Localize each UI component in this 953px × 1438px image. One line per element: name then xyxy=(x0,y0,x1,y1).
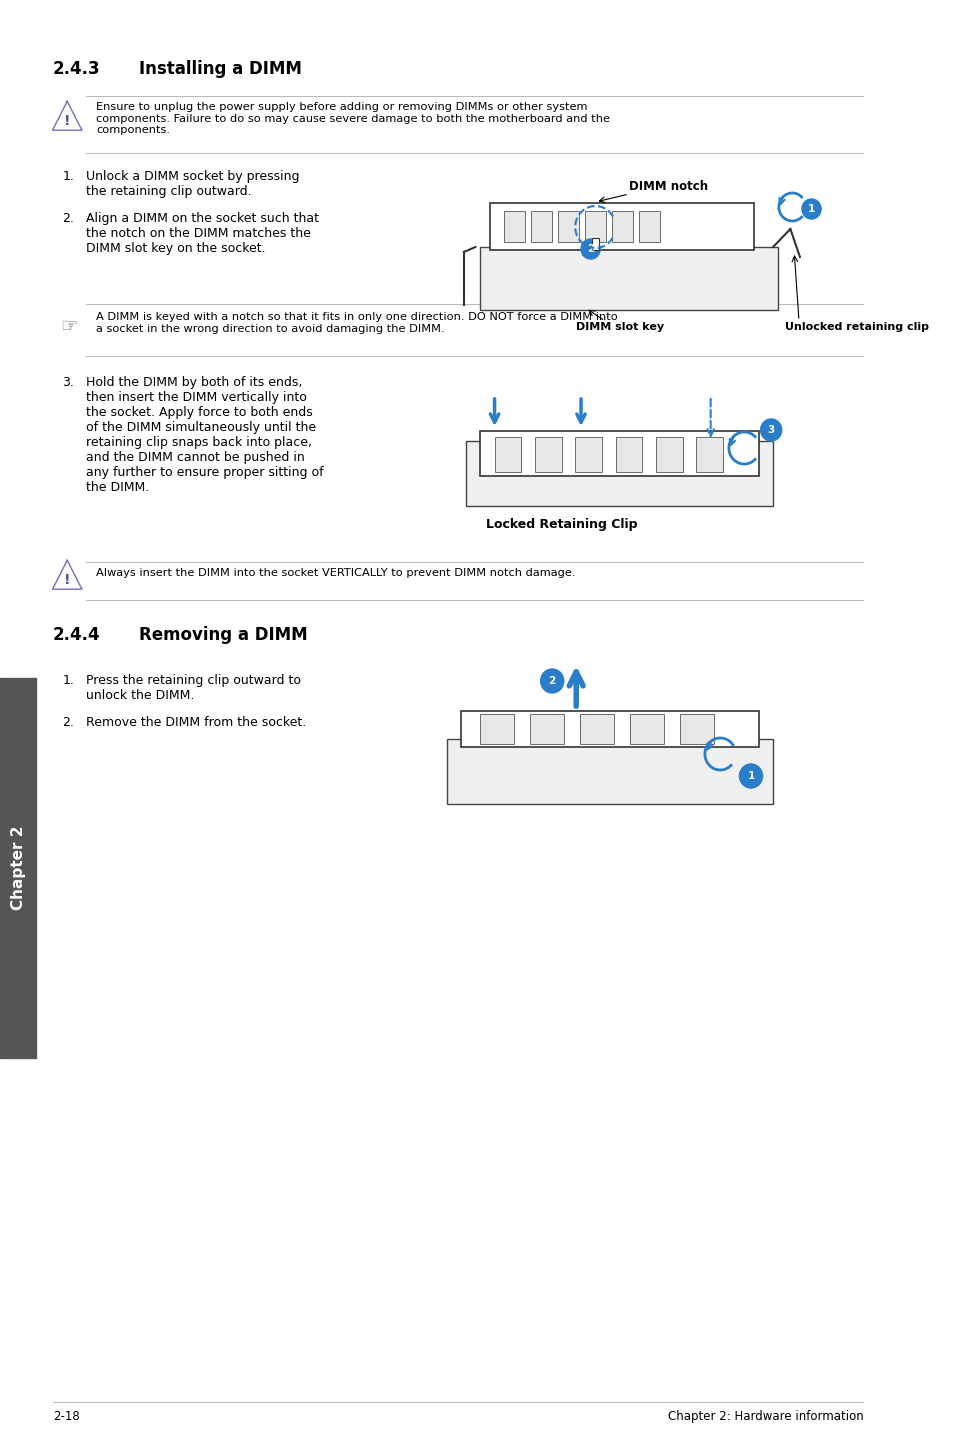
Text: Remove the DIMM from the socket.: Remove the DIMM from the socket. xyxy=(87,716,306,729)
Text: Align a DIMM on the socket such that
the notch on the DIMM matches the
DIMM slot: Align a DIMM on the socket such that the… xyxy=(87,211,319,255)
Circle shape xyxy=(739,764,761,788)
Bar xyxy=(479,715,514,743)
Text: 2.4.3: 2.4.3 xyxy=(52,60,100,78)
Text: !: ! xyxy=(64,114,71,128)
Text: 2.: 2. xyxy=(62,211,74,224)
Bar xyxy=(656,437,682,472)
Text: Locked Retaining Clip: Locked Retaining Clip xyxy=(485,518,637,531)
Text: DIMM slot key: DIMM slot key xyxy=(576,322,663,332)
Text: 2.: 2. xyxy=(62,716,74,729)
Text: 1: 1 xyxy=(746,771,754,781)
Text: 2.4.4: 2.4.4 xyxy=(52,626,100,644)
Text: Chapter 2: Hardware information: Chapter 2: Hardware information xyxy=(667,1411,862,1424)
Text: Removing a DIMM: Removing a DIMM xyxy=(139,626,308,644)
Text: Ensure to unplug the power supply before adding or removing DIMMs or other syste: Ensure to unplug the power supply before… xyxy=(96,102,609,135)
Bar xyxy=(446,739,772,804)
Text: Chapter 2: Chapter 2 xyxy=(10,825,26,910)
Bar xyxy=(465,441,772,506)
Bar xyxy=(494,437,521,472)
Bar xyxy=(581,247,589,255)
Text: DIMM notch: DIMM notch xyxy=(628,180,707,193)
Bar xyxy=(584,211,605,242)
Circle shape xyxy=(801,198,821,219)
Circle shape xyxy=(540,669,563,693)
Bar xyxy=(531,211,552,242)
Circle shape xyxy=(760,418,781,441)
Text: Unlock a DIMM socket by pressing
the retaining clip outward.: Unlock a DIMM socket by pressing the ret… xyxy=(87,170,299,198)
Bar xyxy=(489,203,753,250)
Circle shape xyxy=(580,239,599,259)
Text: Hold the DIMM by both of its ends,
then insert the DIMM vertically into
the sock: Hold the DIMM by both of its ends, then … xyxy=(87,375,324,495)
Bar xyxy=(535,437,561,472)
Bar xyxy=(575,437,601,472)
Polygon shape xyxy=(52,561,82,590)
Bar xyxy=(611,211,632,242)
Bar xyxy=(638,211,659,242)
Text: 2: 2 xyxy=(548,676,556,686)
Text: 2-18: 2-18 xyxy=(52,1411,79,1424)
Text: 3.: 3. xyxy=(62,375,74,390)
Bar xyxy=(558,211,578,242)
Bar xyxy=(696,437,722,472)
Bar xyxy=(591,239,598,250)
Bar xyxy=(615,437,641,472)
Text: 2: 2 xyxy=(586,244,594,255)
Bar xyxy=(479,247,777,311)
Text: Press the retaining clip outward to
unlock the DIMM.: Press the retaining clip outward to unlo… xyxy=(87,674,301,702)
Text: ☞: ☞ xyxy=(60,316,78,335)
Bar xyxy=(0,677,36,1058)
Text: !: ! xyxy=(64,572,71,587)
Polygon shape xyxy=(52,101,82,131)
Text: Unlocked retaining clip: Unlocked retaining clip xyxy=(783,322,927,332)
Bar xyxy=(629,715,663,743)
Bar xyxy=(530,715,563,743)
Bar xyxy=(460,710,758,746)
Bar xyxy=(579,715,613,743)
Bar xyxy=(503,211,525,242)
Text: Always insert the DIMM into the socket VERTICALLY to prevent DIMM notch damage.: Always insert the DIMM into the socket V… xyxy=(96,568,575,578)
Text: 3: 3 xyxy=(767,426,774,436)
Text: 1.: 1. xyxy=(62,674,74,687)
Bar xyxy=(479,431,758,476)
Bar xyxy=(679,715,713,743)
Text: 1: 1 xyxy=(807,204,814,214)
Text: Installing a DIMM: Installing a DIMM xyxy=(139,60,302,78)
Text: A DIMM is keyed with a notch so that it fits in only one direction. DO NOT force: A DIMM is keyed with a notch so that it … xyxy=(96,312,618,334)
Text: 1.: 1. xyxy=(62,170,74,183)
